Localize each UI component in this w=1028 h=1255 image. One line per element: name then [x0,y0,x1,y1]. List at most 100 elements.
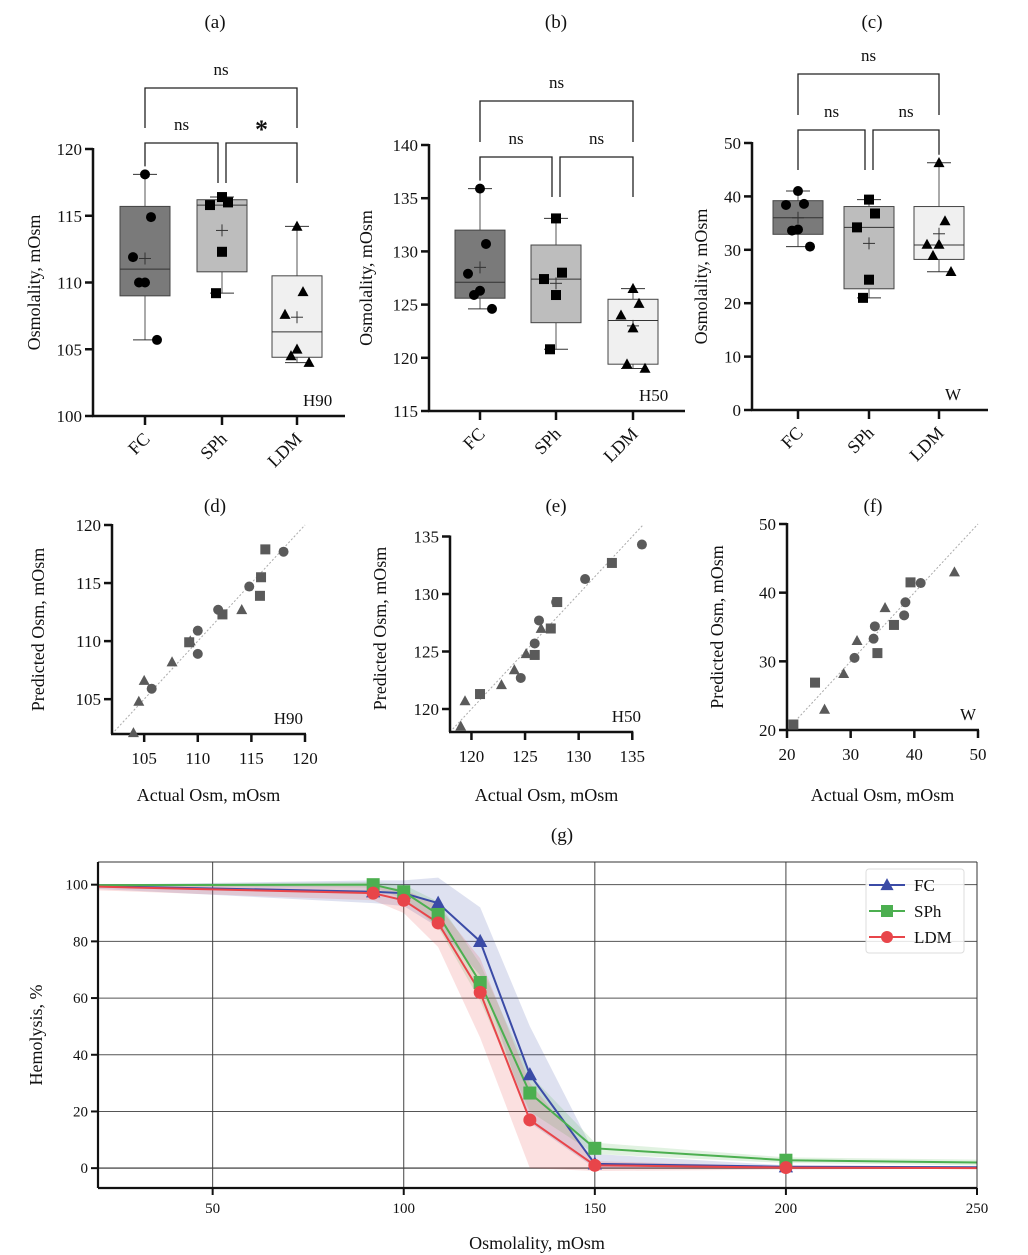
data-point [606,557,617,568]
data-point [627,282,639,293]
data-point-ldm [473,985,487,999]
box-ldm [913,157,965,277]
panel-label: (g) [551,825,573,846]
data-point [948,566,960,577]
data-point [557,267,567,278]
x-tick-label: 120 [292,749,318,768]
data-point [481,238,491,249]
condition-annotation: W [945,385,962,404]
x-tick-label: LDM [599,424,641,466]
data-point [899,610,910,621]
series-line-ldm [97,885,978,1170]
data-point [551,213,561,224]
y-tick-label: 50 [724,134,741,153]
data-point [529,649,540,660]
data-point [515,672,526,683]
data-point [869,621,880,632]
x-tick-label: 115 [239,749,264,768]
legend-marker [880,878,894,891]
bracket-line [872,129,940,170]
x-tick-label: SPh [843,423,878,458]
y-tick-label: 115 [57,207,82,226]
condition-annotation: H50 [639,386,668,405]
y-tick-label: 120 [393,349,419,368]
y-tick-label: 110 [76,632,101,651]
y-tick-label: 100 [66,878,89,894]
data-point [244,581,255,592]
y-tick-label: 60 [73,991,88,1007]
data-point [520,648,532,659]
data-point-sph [473,975,487,989]
x-tick-label: SPh [196,429,231,464]
data-point-ldm [431,916,445,930]
data-point [217,192,227,203]
data-point [192,625,203,636]
data-point [146,683,157,694]
data-point [788,719,799,730]
data-point-ldm [366,886,380,900]
data-point [217,609,228,620]
y-tick-label: 40 [724,187,741,206]
y-tick-label: 10 [724,348,741,367]
box-ldm [271,220,323,367]
data-point [152,334,162,345]
x-axis-label: Osmolality, mOsm [469,1233,605,1253]
x-tick-label: 250 [966,1201,989,1217]
y-tick-label: 50 [759,515,776,534]
data-point [810,677,821,688]
data-point [933,238,945,249]
data-point [495,679,507,690]
panel-b-boxplot: (b) Osmolality, mOsm 115 120 125 130 135 140 FC S… [356,12,685,466]
y-tick-label: 30 [759,652,776,671]
box-fc [119,169,171,345]
panel-label: (b) [545,12,567,33]
data-point [921,238,933,249]
y-tick-label: 20 [73,1104,88,1120]
x-tick-label: FC [124,429,154,459]
legend-label: FC [914,876,935,895]
data-point [781,199,791,210]
x-tick-label: FC [459,424,489,454]
data-point [870,208,880,219]
significance-label: ns [549,73,564,92]
bracket-line [797,129,866,170]
panel-a-boxplot: (a) Osmolality, mOsm 100 105 110 115 120 FC SPh L… [24,12,345,471]
bracket-line [559,156,634,197]
data-point [552,597,563,608]
confidence-band-ldm [98,884,977,1171]
data-point [852,222,862,233]
y-axis-label: Predicted Osm, mOsm [707,545,727,709]
y-tick-label: 115 [393,402,418,421]
data-point-ldm [779,1161,793,1175]
panel-f-scatter: (f) 20 30 40 50 20 30 40 50 Actual Osm, mOsm Predi… [707,496,987,805]
identity-line [111,524,306,735]
box-fc [454,183,506,314]
data-point [291,343,303,354]
data-point [205,200,215,211]
x-tick-label: 50 [970,745,987,764]
y-tick-label: 105 [76,690,102,709]
data-point [278,546,289,557]
significance-bracket: ns [144,60,298,128]
panel-d-scatter: (d) 105 110 115 120 105 110 115 120 Actual Osm, m… [28,496,318,805]
data-point-ldm [523,1113,537,1127]
x-tick-label: 100 [392,1201,415,1217]
data-point [128,252,138,263]
condition-annotation: W [960,705,977,724]
data-point [535,622,547,633]
y-tick-label: 135 [414,528,440,547]
y-tick-label: 20 [724,294,741,313]
panel-label: (a) [204,12,225,33]
significance-bracket: ns [797,46,940,115]
data-point [508,664,520,675]
x-tick-label: 105 [131,749,157,768]
data-point [636,539,647,550]
x-tick-label: 200 [775,1201,798,1217]
data-point [545,344,555,355]
y-axis-label: Predicted Osm, mOsm [28,548,48,712]
data-point [223,197,233,208]
panel-label: (d) [204,496,226,517]
x-tick-label: LDM [905,423,947,465]
legend-label: LDM [914,928,952,947]
